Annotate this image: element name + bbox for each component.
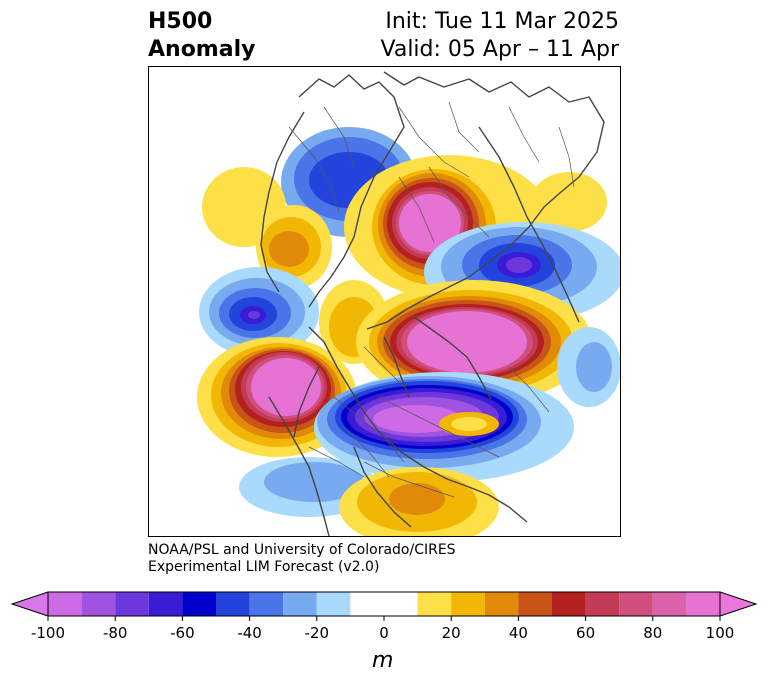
colorbar-tick-label: 60 xyxy=(576,624,595,642)
colorbar-cell xyxy=(283,592,317,616)
colorbar-tick-label: 80 xyxy=(643,624,662,642)
credit-block: NOAA/PSL and University of Colorado/CIRE… xyxy=(148,542,456,576)
colorbar-cell xyxy=(316,592,351,616)
colorbar-tick-label: 0 xyxy=(379,624,389,642)
anomaly-positive-tropical-pacific xyxy=(339,467,499,536)
anomaly-positive-north-pacific xyxy=(356,280,592,404)
colorbar-tick-label: 40 xyxy=(509,624,528,642)
colorbar-ticks: -100 -80 -60 -40 -20 0 20 40 60 80 100 xyxy=(31,616,734,642)
credit-line-2: Experimental LIM Forecast (v2.0) xyxy=(148,559,380,575)
colorbar-cells xyxy=(48,592,720,616)
colorbar-cell xyxy=(182,592,216,616)
colorbar-tick-label: 20 xyxy=(442,624,461,642)
colorbar-cell xyxy=(652,592,687,616)
colorbar-cell xyxy=(686,592,720,616)
title-field: Anomaly xyxy=(148,37,256,62)
colorbar-cell xyxy=(115,592,149,616)
forecast-dates: Init: Tue 11 Mar 2025 Valid: 05 Apr – 11… xyxy=(381,8,620,64)
map-canvas xyxy=(197,71,620,536)
valid-range: Valid: 05 Apr – 11 Apr xyxy=(380,37,620,62)
colorbar-tick-label: -20 xyxy=(305,624,330,642)
colorbar-cell xyxy=(48,592,82,616)
colorbar-tick-label: -100 xyxy=(31,624,65,642)
colorbar-tick-label: -40 xyxy=(237,624,262,642)
colorbar-cell xyxy=(484,592,519,616)
coastlines xyxy=(260,71,605,536)
title-variable: H500 xyxy=(148,9,213,34)
colorbar-cell xyxy=(148,592,183,616)
colorbar-cell xyxy=(81,592,116,616)
colorbar-cell xyxy=(552,592,586,616)
colorbar-cell xyxy=(216,592,250,616)
anomaly-positive-europe xyxy=(202,167,332,289)
colorbar-cell xyxy=(451,592,485,616)
colorbar-unit: m xyxy=(372,648,394,673)
anomaly-negative-far-east xyxy=(557,327,620,407)
map-title: H500 Anomaly xyxy=(148,8,255,64)
colorbar: -100 -80 -60 -40 -20 0 20 40 60 80 100 xyxy=(10,591,758,642)
political-borders xyxy=(288,101,575,498)
colorbar-tick-label: -60 xyxy=(170,624,195,642)
init-date: Init: Tue 11 Mar 2025 xyxy=(385,9,619,34)
colorbar-cell xyxy=(619,592,653,616)
anomaly-map xyxy=(148,66,621,537)
credit-line-1: NOAA/PSL and University of Colorado/CIRE… xyxy=(148,542,456,558)
anomaly-positive-northeast-atlantic xyxy=(197,337,357,457)
colorbar-under-arrow xyxy=(10,591,49,617)
colorbar-cell xyxy=(585,592,620,616)
colorbar-cell xyxy=(518,592,552,616)
anomaly-contours xyxy=(197,127,620,536)
colorbar-cell xyxy=(350,592,418,616)
colorbar-tick-label: -80 xyxy=(103,624,128,642)
anomaly-negative-central-asia xyxy=(199,267,319,357)
colorbar-cell xyxy=(249,592,284,616)
colorbar-cell xyxy=(417,592,452,616)
colorbar-over-arrow xyxy=(719,591,758,617)
anomaly-negative-north-america xyxy=(314,372,574,482)
colorbar-tick-label: 100 xyxy=(706,624,735,642)
anomaly-positive-embedded xyxy=(439,412,499,436)
